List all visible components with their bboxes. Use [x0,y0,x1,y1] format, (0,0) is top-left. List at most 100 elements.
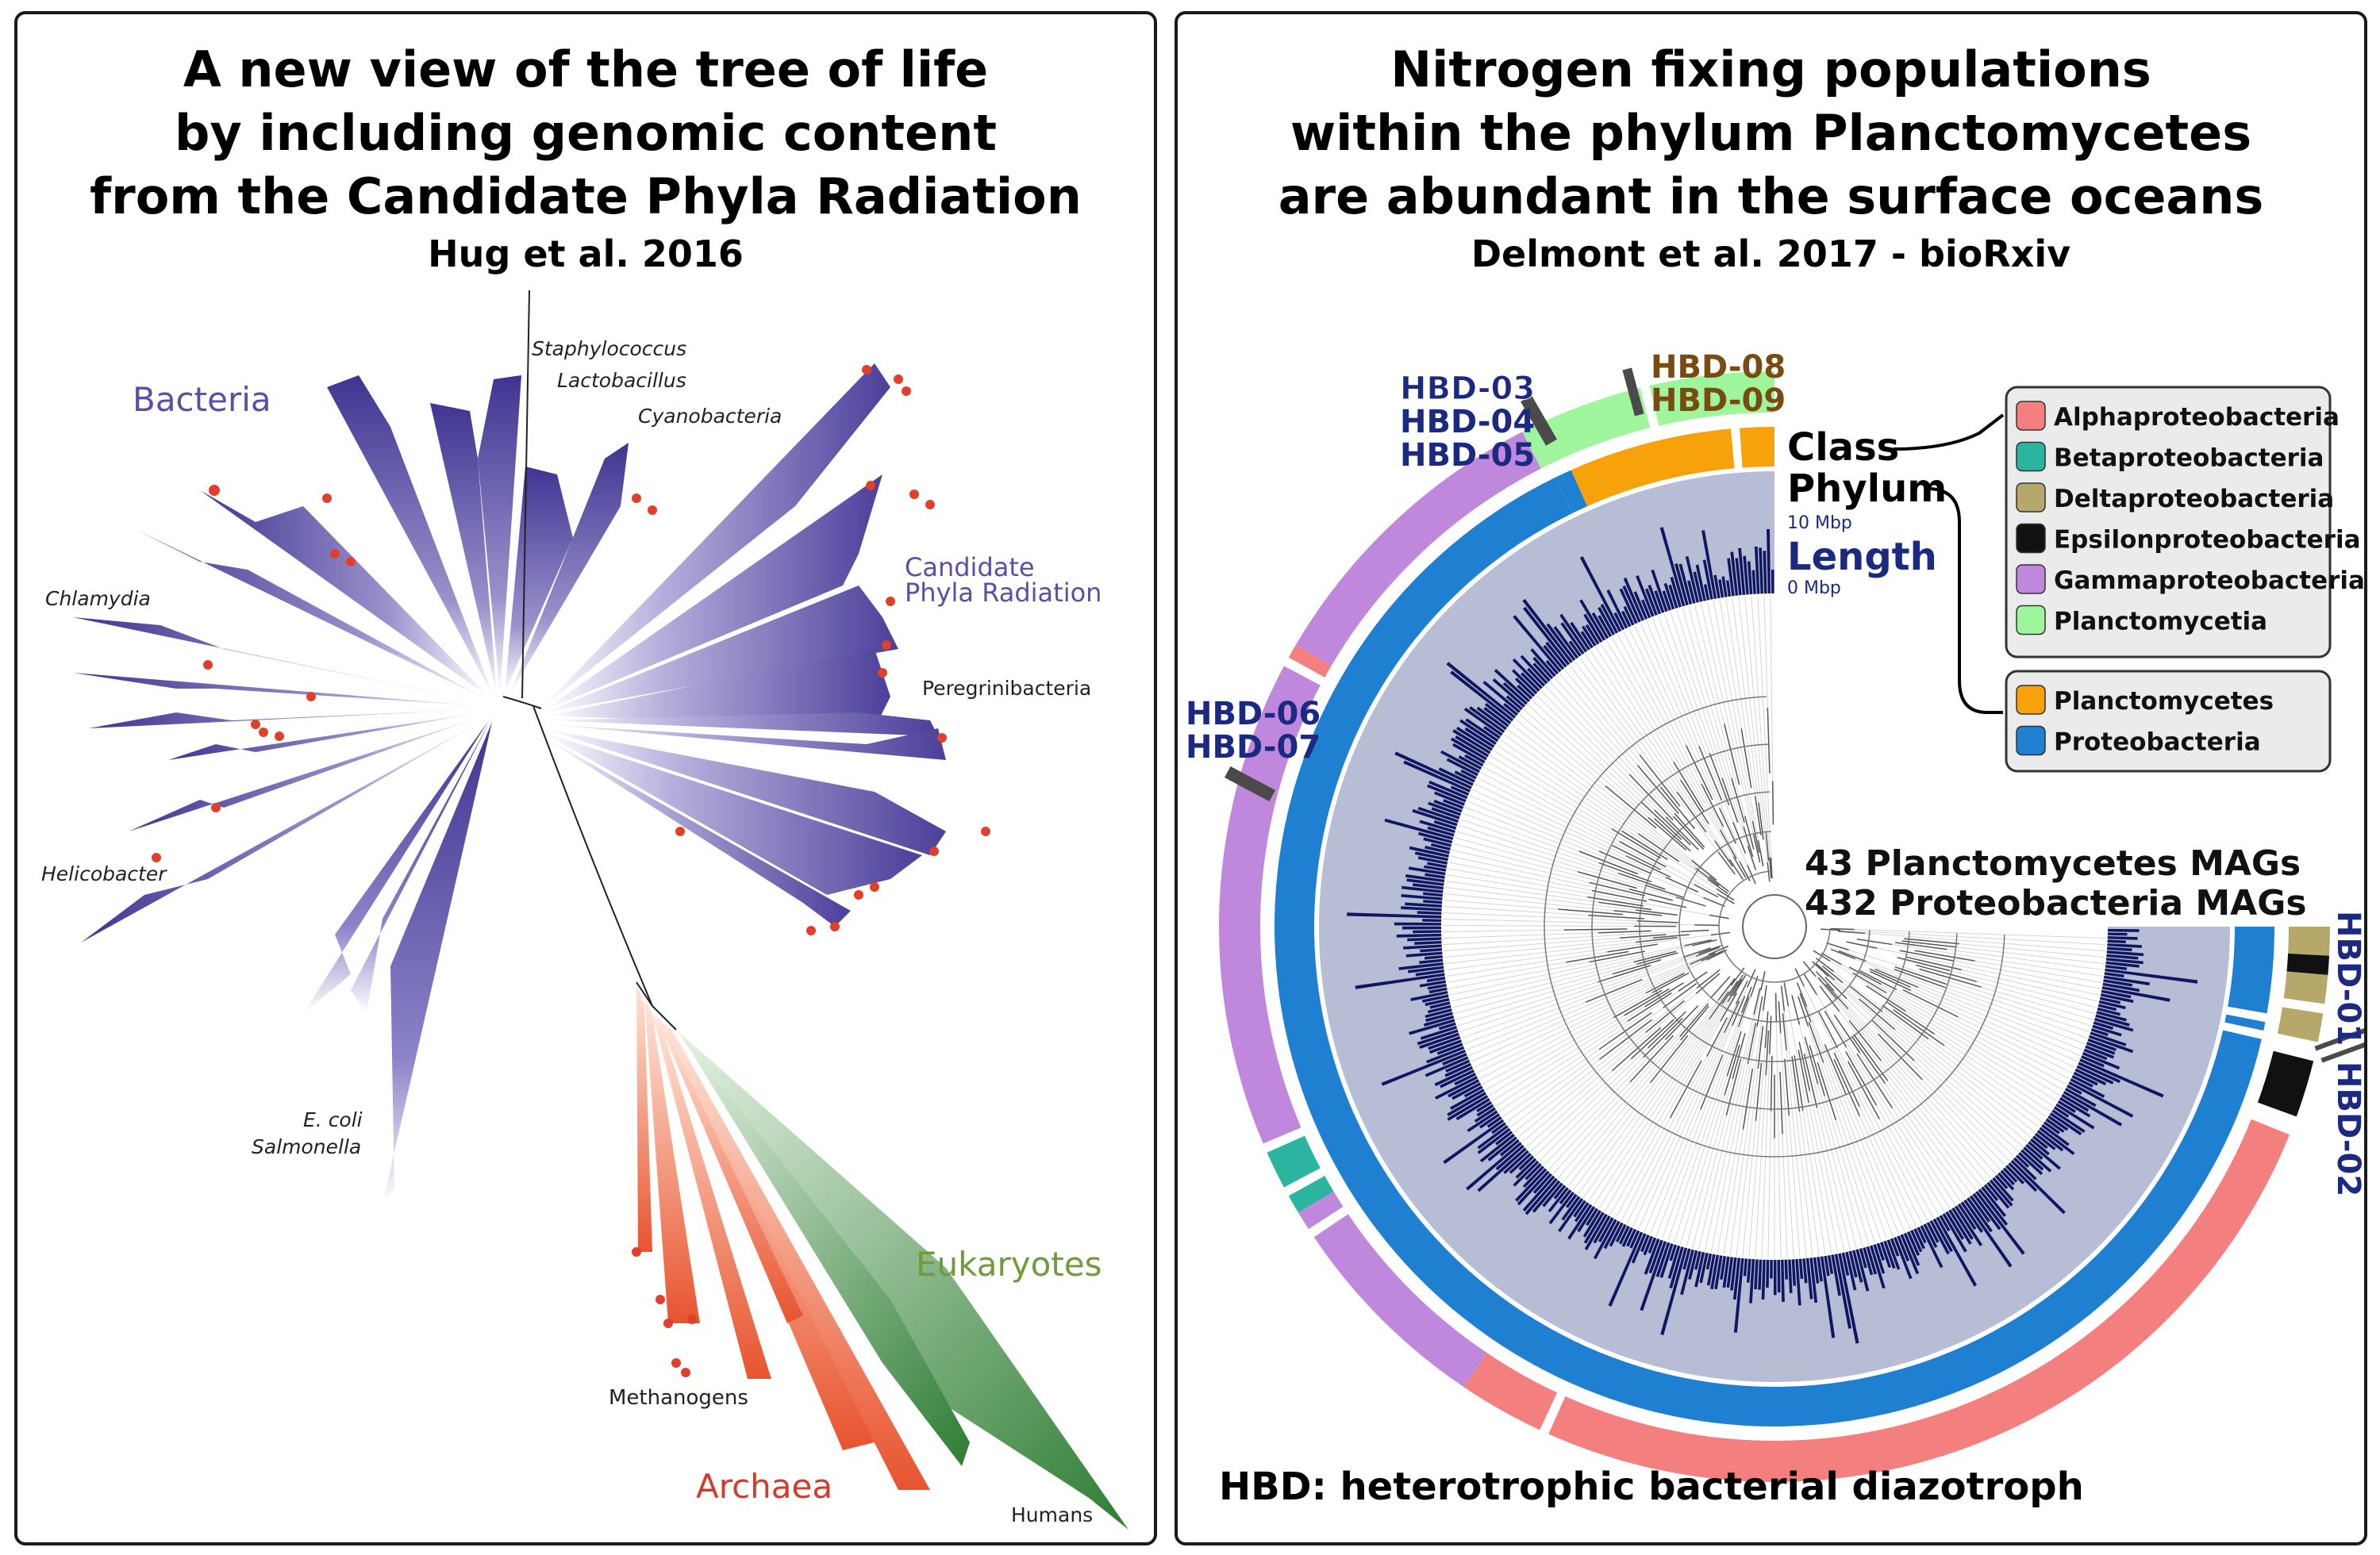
tree-branch [1724,1000,1740,1034]
leaf-spoke [1638,987,1748,1230]
leaf-spoke [1521,993,1697,1142]
length-bar [1502,682,1528,705]
length-bar [1598,615,1613,638]
length-bar [1405,951,1443,958]
length-bar [2096,1011,2127,1022]
tree-branch [1877,1033,1923,1081]
tree-branch [1752,835,1761,863]
length-bar [1427,784,1467,803]
leaf-spoke [1466,1001,1586,1050]
length-bar [1438,1022,1456,1031]
leaf-spoke [1891,1108,1956,1205]
tree-branch [1645,1000,1685,1033]
length-bar [1706,1254,1716,1286]
tree-branch [1700,1054,1724,1110]
length-bar [2099,996,2121,1004]
tree-branch [1673,762,1705,812]
leaf-spoke [1892,943,2103,977]
taxon-humans: Humans [1011,1503,1093,1526]
leaf-spoke [1723,1129,1744,1255]
tree-branch [1698,945,1722,954]
length-bar [1773,1259,1777,1296]
length-bar [1735,558,1742,596]
genome-length-bars [1347,527,2198,1344]
length-bar [2103,975,2151,986]
leaf-spoke [1692,1115,1727,1249]
tree-branch [1751,820,1760,853]
tree-branch [1627,992,1672,1022]
length-bar [1495,1144,1525,1171]
length-bar [1548,1187,1569,1213]
class-ring-segment [1463,1353,1558,1430]
length-bar [2045,1118,2065,1133]
leaf-spoke [1448,862,1593,891]
leaf-spoke [1886,992,2061,1096]
length-bar [1415,969,1444,977]
archaea-branch [636,982,652,1252]
bacteria-branch [383,722,492,1204]
tree-branch [1845,1051,1877,1106]
length-bar [1401,893,1443,900]
leaf-spoke [1469,795,1600,852]
length-bar [1848,1250,1858,1278]
tree-branch [1794,1055,1804,1112]
leaf-spoke [1688,606,1746,817]
taxon-staphylococcus: Staphylococcus [532,337,686,360]
length-bar [1420,1026,1458,1040]
cpr-branch [543,728,946,855]
tree-branch [1757,1026,1764,1069]
genome-dot [152,853,161,862]
leaf-spoke [1452,962,1634,1008]
phylum-legend-items: Planctomycetes Proteobacteria [2016,685,2274,757]
length-bar [1761,1259,1766,1300]
leaf-spoke [1444,887,1636,911]
tree-branch [1743,826,1754,858]
leaf-spoke [1628,628,1686,746]
genome-dot [862,365,871,374]
length-bar [1659,527,1686,607]
length-bar [2105,965,2128,970]
length-bar [1903,1232,1921,1266]
tree-branch [1628,888,1673,901]
leaf-spoke [1710,1064,1748,1253]
leaf-spoke [1496,744,1717,889]
tree-branch [1630,1019,1675,1060]
leaf-spoke [1511,724,1710,877]
length-bar [1580,631,1594,649]
leaf-spoke [1649,1109,1701,1234]
length-bar [1401,885,1444,893]
length-bar [1841,1252,1850,1276]
length-bar [1714,1255,1723,1290]
leaf-spoke [1563,1039,1682,1183]
length-bar [1873,1244,1886,1274]
leaf-spoke [1463,955,1697,1045]
length-bar [1831,1254,1841,1296]
length-bar [1730,551,1739,596]
length-bar [1410,991,1448,1001]
length-bar [1926,1222,1940,1243]
tree-branch [1703,897,1725,908]
tree-branch [1916,964,1977,982]
leaf-spoke [1454,963,1637,1015]
leaf-spoke [1502,1049,1600,1118]
length-bar [1424,955,1443,960]
tree-branch [1613,989,1663,1019]
tree-branch [1619,840,1667,868]
bacteria-branch [81,719,486,943]
tree-branch [1684,939,1712,946]
class-ring-segment [1288,644,1332,678]
length-bar [1623,605,1635,626]
leaf-spoke [1523,708,1649,818]
eukaryote-branch [680,1034,970,1466]
length-bar [1483,707,1509,728]
leaf-spoke [1882,1011,2036,1133]
leaf-spoke [1974,960,2102,983]
leaf-spoke [1588,1004,1723,1202]
length-bar [1463,707,1503,736]
bacteria-branch [73,617,486,703]
length-bar [1701,530,1717,599]
tree-branch [1669,1060,1702,1119]
bacteria-branch [129,716,484,831]
length-bar [1401,906,1442,912]
hbd-07: HBD-07 [1186,729,1321,766]
